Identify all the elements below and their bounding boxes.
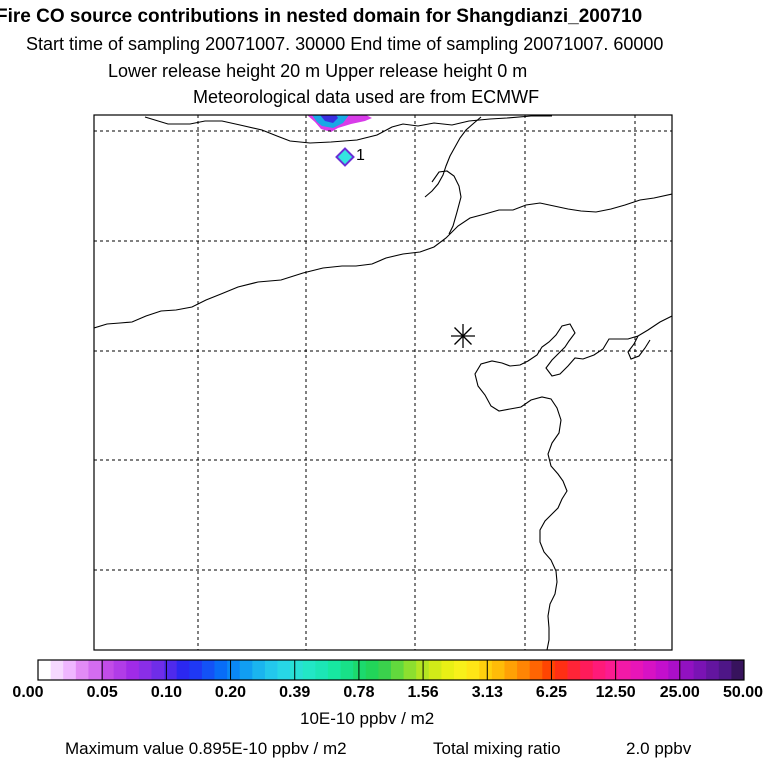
color-scale-swatch [63, 660, 77, 680]
color-scale-swatch [75, 660, 89, 680]
color-scale-swatch [113, 660, 127, 680]
color-scale-swatch [378, 660, 392, 680]
plume-contours [307, 115, 372, 132]
color-scale-tick-label: 1.56 [407, 684, 439, 701]
color-scale-swatch [617, 660, 631, 680]
border-branch [424, 116, 482, 198]
color-scale-swatch [302, 660, 316, 680]
color-scale-tick-label: 50.00 [722, 684, 764, 701]
source-marker-label: 1 [356, 147, 365, 164]
color-scale-swatch [605, 660, 619, 680]
color-scale-swatch [151, 660, 165, 680]
map-title: Fire CO source contributions in nested d… [0, 6, 643, 27]
color-scale-swatch [391, 660, 405, 680]
color-scale-swatch [214, 660, 228, 680]
color-scale-bar [37, 659, 745, 681]
color-scale-tick-label: 25.00 [659, 684, 700, 701]
color-scale-swatch [353, 660, 367, 680]
plume-core [320, 115, 338, 123]
color-scale-swatch [239, 660, 253, 680]
receptor-star-line [454, 327, 472, 345]
color-scale-swatch [680, 660, 694, 680]
color-scale-swatch [290, 660, 304, 680]
source-diamond [335, 147, 355, 167]
color-scale-tick-label: 0.39 [279, 684, 311, 701]
mongolia-border [94, 193, 672, 329]
color-scale-swatch [176, 660, 190, 680]
color-scale-tick-label: 0.78 [343, 684, 375, 701]
color-scale-swatch [201, 660, 215, 680]
color-scale-unit: 10E-10 ppbv / m2 [300, 709, 435, 728]
color-scale-swatch [38, 660, 52, 680]
color-scale-tick-label: 0.10 [150, 684, 182, 701]
eastern-coastline [474, 315, 672, 650]
color-scale-swatch [365, 660, 379, 680]
color-scale-swatch [50, 660, 64, 680]
color-scale-tick-label: 0.00 [12, 684, 44, 701]
map-plot-area [94, 115, 672, 650]
color-scale-tick-label: 0.05 [86, 684, 118, 701]
color-scale-swatch [643, 660, 657, 680]
fire-source-marker: 1 [335, 147, 365, 167]
color-scale-swatch [441, 660, 455, 680]
color-scale-swatch [479, 660, 493, 680]
meteorological-data-note: Meteorological data used are from ECMWF [193, 87, 540, 107]
coastlines-and-borders [94, 115, 672, 650]
release-heights: Lower release height 20 m Upper release … [108, 61, 528, 81]
color-scale-swatch [126, 660, 140, 680]
color-scale-swatch [517, 660, 531, 680]
color-scale-swatch [491, 660, 505, 680]
color-scale-swatch [227, 660, 241, 680]
color-scale-swatch [454, 660, 468, 680]
color-scale-swatch [138, 660, 152, 680]
color-scale-swatch [630, 660, 644, 680]
color-scale-tick-label: 12.50 [595, 684, 636, 701]
color-scale-swatch [668, 660, 682, 680]
color-scale-swatch [189, 660, 203, 680]
color-scale-swatch [592, 660, 606, 680]
color-scale-tick-label: 0.20 [214, 684, 247, 701]
color-scale-swatch [264, 660, 278, 680]
border-branch-south [431, 170, 462, 235]
lat-lon-gridlines [94, 115, 672, 650]
color-scale-swatch [315, 660, 329, 680]
color-scale-frame [37, 659, 745, 681]
color-scale-swatch [706, 660, 720, 680]
color-scale-swatch [655, 660, 669, 680]
color-scale-swatch [252, 660, 266, 680]
color-scale-swatch [529, 660, 543, 680]
color-scale-tick-label: 3.13 [471, 684, 503, 701]
color-scale-swatch [567, 660, 581, 680]
color-scale-swatch [731, 660, 745, 680]
color-scale-swatch [340, 660, 354, 680]
color-scale-swatch [580, 660, 594, 680]
northern-border [144, 115, 552, 144]
color-scale-swatch [327, 660, 341, 680]
color-scale-swatch [88, 660, 102, 680]
color-scale-swatch [428, 660, 442, 680]
maximum-value: Maximum value 0.895E-10 ppbv / m2 [65, 739, 347, 758]
color-scale-swatch [504, 660, 518, 680]
color-scale-swatch [101, 660, 115, 680]
coastline-island [627, 335, 651, 360]
color-scale-swatch [164, 660, 178, 680]
receptor-site-marker [451, 324, 475, 348]
color-scale-swatch [718, 660, 732, 680]
color-scale-swatch [693, 660, 707, 680]
sampling-times: Start time of sampling 20071007. 30000 E… [26, 34, 664, 54]
color-scale-swatch [466, 660, 480, 680]
color-scale-swatch [542, 660, 556, 680]
map-frame [93, 114, 673, 651]
color-scale-swatch [277, 660, 291, 680]
color-scale-swatch [403, 660, 417, 680]
color-scale-swatch [554, 660, 568, 680]
color-scale-tick-label: 6.25 [535, 684, 568, 701]
total-mixing-ratio-label: Total mixing ratio [433, 739, 561, 758]
total-mixing-ratio-value: 2.0 ppbv [626, 739, 692, 758]
